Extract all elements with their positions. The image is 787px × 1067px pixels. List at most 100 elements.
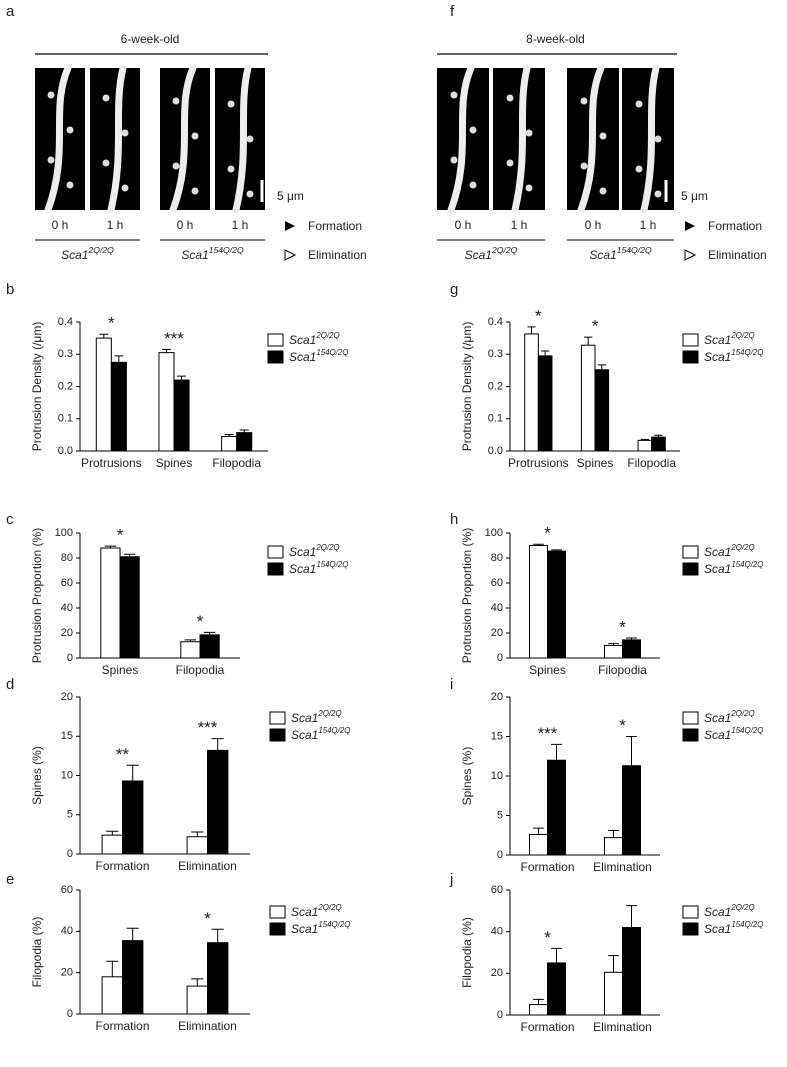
x-tick-label: Spines <box>529 663 566 677</box>
bar <box>110 361 127 452</box>
y-tick-label: 20 <box>61 967 73 979</box>
genotype-superscript: 154Q/2Q <box>731 920 763 929</box>
genotype-name: Sca1 <box>704 905 731 919</box>
y-tick-label: 0.4 <box>488 316 503 328</box>
genotype-name: Sca1 <box>289 562 316 576</box>
genotype-superscript: 2Q/2Q <box>730 709 754 718</box>
y-tick-label: 0 <box>67 652 73 664</box>
y-tick-label: 60 <box>491 884 503 896</box>
genotype-name: Sca1 <box>704 350 731 364</box>
genotype-superscript: 154Q/2Q <box>731 560 763 569</box>
x-tick-label: Formation <box>520 1020 574 1034</box>
y-tick-label: 80 <box>491 552 503 564</box>
panel-letter: a <box>6 3 15 20</box>
formation-arrow <box>285 221 295 231</box>
error-bar <box>106 830 119 836</box>
error-bar <box>114 355 124 363</box>
error-bar <box>527 326 536 334</box>
dendrite <box>169 64 197 214</box>
bar <box>100 547 121 659</box>
y-axis-label: Spines (%) <box>460 747 474 806</box>
elimination-arrow <box>684 249 697 261</box>
legend-label: Elimination <box>708 248 767 262</box>
genotype-name: Sca1 <box>704 711 731 725</box>
bar <box>547 759 566 856</box>
bar <box>186 836 209 855</box>
spine <box>450 91 458 99</box>
spine <box>227 165 235 173</box>
y-tick-label: 20 <box>491 627 503 639</box>
error-bar <box>106 960 119 977</box>
x-tick-label: Spines <box>156 456 193 470</box>
y-tick-label: 0 <box>497 1009 503 1021</box>
genotype-label: Sca12Q/2Q <box>704 543 755 559</box>
panel-letter: b <box>6 281 14 298</box>
bar <box>119 556 140 659</box>
spine <box>469 181 477 189</box>
spine <box>469 126 477 134</box>
spine <box>121 184 129 192</box>
bar <box>158 352 175 452</box>
error-bar <box>224 434 234 437</box>
genotype-superscript: 2Q/2Q <box>730 903 754 912</box>
bar <box>604 837 623 856</box>
bar <box>537 355 553 452</box>
y-tick-label: 5 <box>67 809 73 821</box>
y-tick-label: 0 <box>67 1008 73 1020</box>
spine <box>246 190 254 198</box>
x-tick-label: Protrusions <box>508 456 569 470</box>
time-label: 0 h <box>455 218 472 232</box>
significance: *** <box>164 329 184 348</box>
spine <box>599 187 607 195</box>
genotype-name: Sca1 <box>291 728 318 742</box>
error-bar <box>551 743 562 761</box>
bar <box>529 833 548 856</box>
y-tick-label: 100 <box>485 527 503 539</box>
genotype-superscript: 2Q/2Q <box>491 245 518 255</box>
significance: * <box>619 617 626 636</box>
error-bar <box>533 827 544 835</box>
x-tick-label: Elimination <box>593 1020 652 1034</box>
legend-label: Formation <box>308 219 362 233</box>
y-tick-label: 60 <box>61 884 73 896</box>
genotype-superscript: 2Q/2Q <box>730 331 754 340</box>
significance: *** <box>198 718 218 737</box>
spine <box>102 94 110 102</box>
spine <box>66 181 74 189</box>
y-tick-label: 0 <box>497 652 503 664</box>
error-bar <box>533 998 544 1005</box>
significance: * <box>619 716 626 735</box>
dendrite <box>640 64 660 214</box>
y-tick-label: 10 <box>491 770 503 782</box>
genotype-label: Sca12Q/2Q <box>289 331 340 347</box>
y-axis-label: Protrusion Proportion (%) <box>460 528 474 663</box>
genotype-name: Sca1 <box>181 248 208 262</box>
significance: *** <box>538 724 558 743</box>
y-tick-label: 10 <box>61 769 73 781</box>
genotype-label: Sca1154Q/2Q <box>704 920 763 936</box>
genotype-name: Sca1 <box>704 922 731 936</box>
y-tick-label: 0.0 <box>488 445 503 457</box>
y-tick-label: 40 <box>491 926 503 938</box>
panel-letter: g <box>450 281 458 298</box>
panel-letter: f <box>450 3 455 20</box>
spine <box>654 135 662 143</box>
genotype-label: Sca1154Q/2Q <box>291 726 350 742</box>
bar <box>547 962 566 1016</box>
genotype-name: Sca1 <box>291 922 318 936</box>
spine <box>121 129 129 137</box>
genotype-superscript: 154Q/2Q <box>318 726 350 735</box>
genotype-superscript: 154Q/2Q <box>209 245 244 255</box>
y-tick-label: 80 <box>61 552 73 564</box>
genotype-name: Sca1 <box>289 333 316 347</box>
x-tick-label: Formation <box>95 859 149 873</box>
y-tick-label: 0.3 <box>58 348 73 360</box>
spine <box>506 94 514 102</box>
genotype-name: Sca1 <box>289 350 316 364</box>
genotype-superscript: 2Q/2Q <box>87 245 114 255</box>
y-tick-label: 100 <box>55 527 73 539</box>
spine <box>580 97 588 105</box>
bar <box>604 971 623 1016</box>
